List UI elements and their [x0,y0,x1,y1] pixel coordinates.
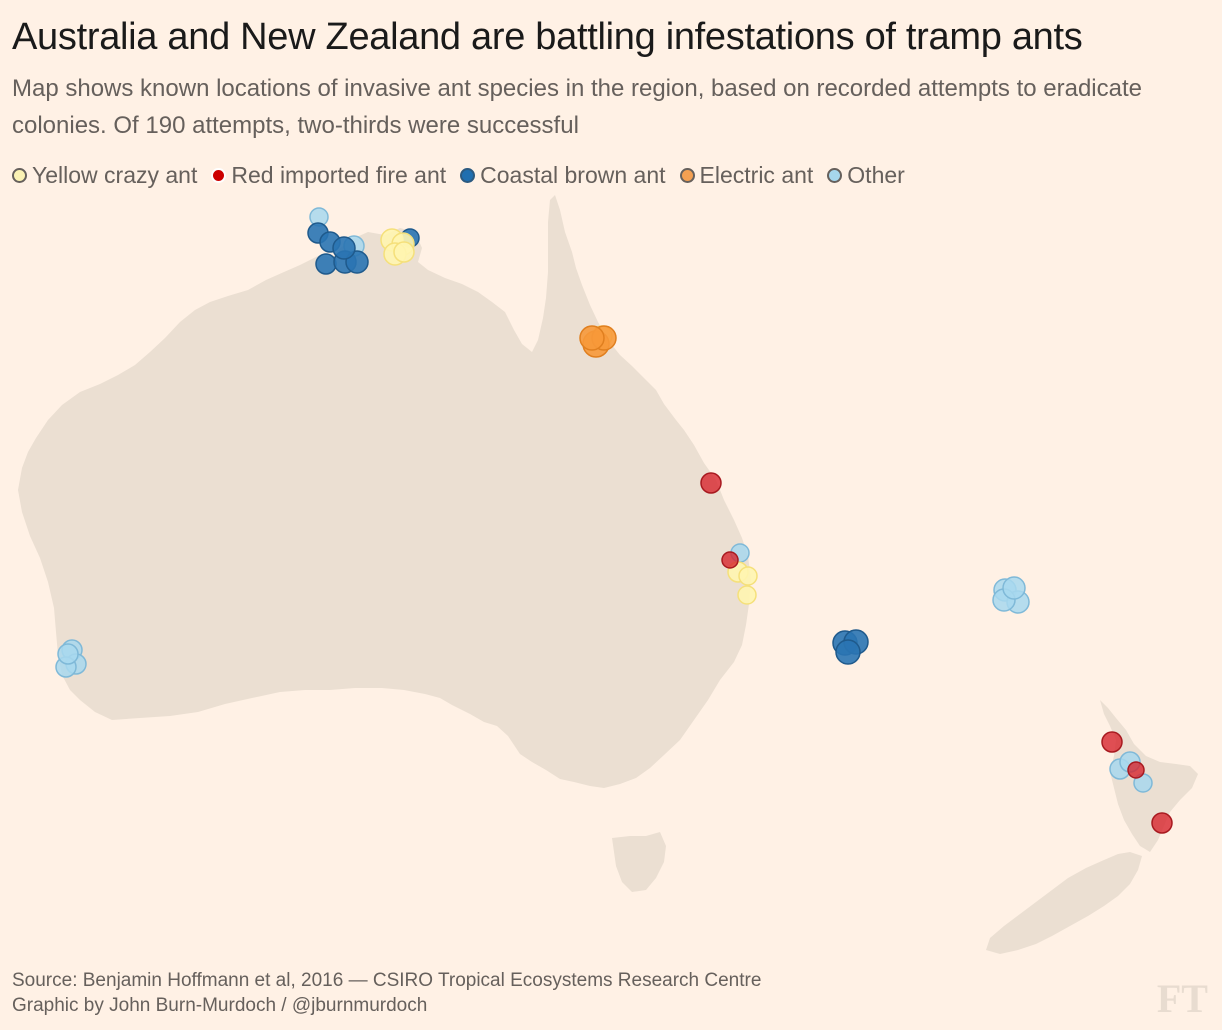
marker-red-fire [1151,812,1173,834]
source-line: Source: Benjamin Hoffmann et al, 2016 — … [12,970,762,991]
nz-south-island [986,852,1142,954]
marker-yellow-crazy [738,566,758,586]
legend-label: Other [847,162,905,188]
chart-title: Australia and New Zealand are battling i… [12,16,1083,58]
marker-red-fire [721,551,739,569]
ft-logo: FT [1156,976,1208,1021]
legend-swatch-blue [460,168,476,183]
chart-subtitle: Map shows known locations of invasive an… [12,75,1142,139]
legend-label: Electric ant [699,162,814,188]
tasmania-landmass [612,832,666,892]
legend-swatch-orange [679,168,695,183]
marker-coastal-brown [835,639,861,665]
marker-red-fire [1101,731,1123,753]
marker-electric [579,325,605,351]
marker-coastal-brown [332,236,356,260]
marker-red-fire [1127,761,1145,779]
legend-item-other: Other [827,162,905,189]
legend-swatch-yellow [12,168,27,183]
marker-other [1002,576,1026,600]
legend-label: Yellow crazy ant [32,162,198,188]
legend-label: Coastal brown ant [480,162,666,188]
legend-swatch-red [211,168,227,183]
markers-other [55,207,1153,793]
legend: Yellow crazy ant Red imported fire ant C… [12,162,919,189]
legend-item-electric-ant: Electric ant [679,162,814,189]
legend-item-yellow-crazy-ant: Yellow crazy ant [12,162,197,189]
markers-electric-ant [579,325,617,358]
marker-coastal-brown [315,253,337,275]
legend-label: Red imported fire ant [231,162,447,188]
marker-red-fire [700,472,722,494]
marker-other [57,643,79,665]
source-credit: Source: Benjamin Hoffmann et al, 2016 — … [12,968,761,1018]
legend-item-red-imported-fire-ant: Red imported fire ant [211,162,446,189]
graphic-credit: Graphic by John Burn-Murdoch / @jburnmur… [12,995,428,1016]
legend-item-coastal-brown-ant: Coastal brown ant [460,162,666,189]
marker-yellow-crazy [737,585,757,605]
marker-yellow-crazy [393,241,415,263]
australia-landmass [18,195,751,788]
legend-swatch-light-blue [827,168,843,183]
markers-red-imported-fire-ant [700,472,1173,834]
